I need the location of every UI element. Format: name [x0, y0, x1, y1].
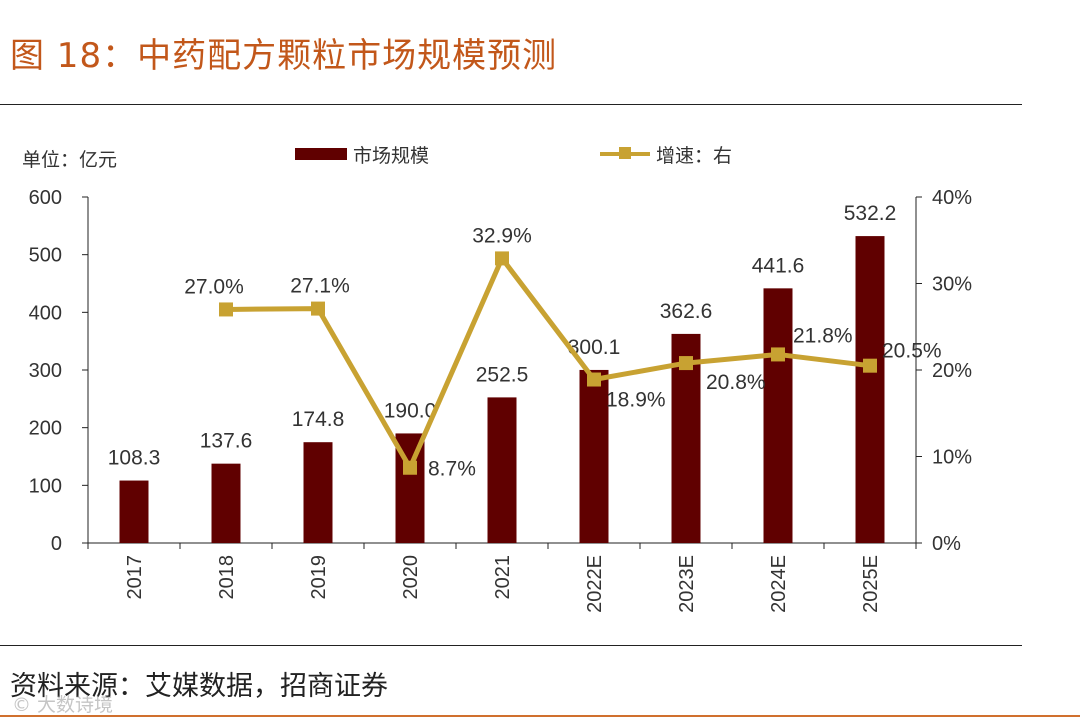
unit-label: 单位：亿元	[22, 149, 118, 171]
bar-value-label: 137.6	[200, 430, 253, 453]
legend-bar-swatch	[295, 148, 347, 160]
bottom-divider	[0, 645, 1022, 646]
x-tick-label: 2024E	[768, 555, 790, 613]
x-tick-label: 2019	[308, 555, 330, 600]
bar-value-label: 190.0	[384, 399, 437, 422]
x-tick-label: 2020	[400, 555, 422, 600]
growth-marker	[311, 301, 325, 316]
growth-marker	[587, 372, 601, 387]
growth-value-label: 32.9%	[472, 224, 532, 247]
legend-item-line: 增速：右	[600, 142, 733, 167]
left-tick-label: 600	[29, 187, 62, 209]
right-tick-label: 30%	[932, 274, 972, 296]
legend-line-label: 增速：右	[656, 144, 733, 167]
source-note: 资料来源：艾媒数据，招商证券	[10, 671, 388, 702]
left-tick-label: 0	[51, 533, 62, 555]
left-tick-label: 200	[29, 418, 62, 440]
right-tick-label: 20%	[932, 360, 972, 382]
bar-value-label: 252.5	[476, 363, 529, 386]
x-tick-label: 2021	[492, 555, 514, 600]
footer-rule	[0, 715, 1080, 717]
bar-value-label: 441.6	[752, 254, 805, 277]
right-tick-label: 0%	[932, 533, 961, 555]
bar	[487, 397, 517, 543]
growth-marker	[495, 251, 509, 266]
bar-value-label: 362.6	[660, 300, 713, 323]
left-tick-label: 300	[29, 360, 62, 382]
x-tick-label: 2018	[216, 555, 238, 600]
legend-item-bar: 市场规模	[295, 142, 430, 167]
left-tick-label: 100	[29, 475, 62, 497]
bar-value-label: 108.3	[108, 447, 161, 470]
top-divider	[0, 104, 1022, 105]
left-tick-label: 400	[29, 302, 62, 324]
growth-marker	[219, 302, 233, 317]
bar	[119, 480, 149, 543]
growth-value-label: 21.8%	[793, 324, 853, 347]
bar	[579, 369, 609, 543]
bar	[763, 288, 793, 543]
growth-marker	[771, 347, 785, 362]
bar-value-label: 532.2	[844, 202, 897, 225]
left-tick-label: 500	[29, 245, 62, 267]
x-tick-label: 2023E	[676, 555, 698, 613]
growth-marker	[403, 460, 417, 475]
x-tick-label: 2022E	[584, 555, 606, 613]
bar-value-label: 174.8	[292, 408, 345, 431]
bar-value-label: 300.1	[568, 336, 621, 359]
growth-value-label: 8.7%	[428, 458, 476, 481]
growth-value-label: 20.8%	[706, 371, 766, 394]
watermark: © 大数诗境	[12, 694, 114, 716]
growth-value-label: 27.1%	[290, 275, 350, 298]
legend-line-swatch	[600, 147, 650, 159]
right-tick-label: 10%	[932, 447, 972, 469]
bar	[211, 463, 241, 543]
legend-bar-label: 市场规模	[353, 144, 430, 167]
growth-marker	[863, 358, 877, 373]
growth-value-label: 20.5%	[882, 340, 942, 363]
growth-line	[225, 255, 871, 471]
bar	[303, 442, 333, 543]
right-tick-label: 40%	[932, 187, 972, 209]
bar	[855, 236, 885, 543]
growth-value-label: 18.9%	[606, 389, 666, 412]
figure-title: 图 18：中药配方颗粒市场规模预测	[10, 36, 558, 76]
x-tick-label: 2017	[124, 555, 146, 600]
growth-marker	[679, 356, 693, 371]
x-tick-label: 2025E	[860, 555, 882, 613]
growth-value-label: 27.0%	[184, 275, 244, 298]
